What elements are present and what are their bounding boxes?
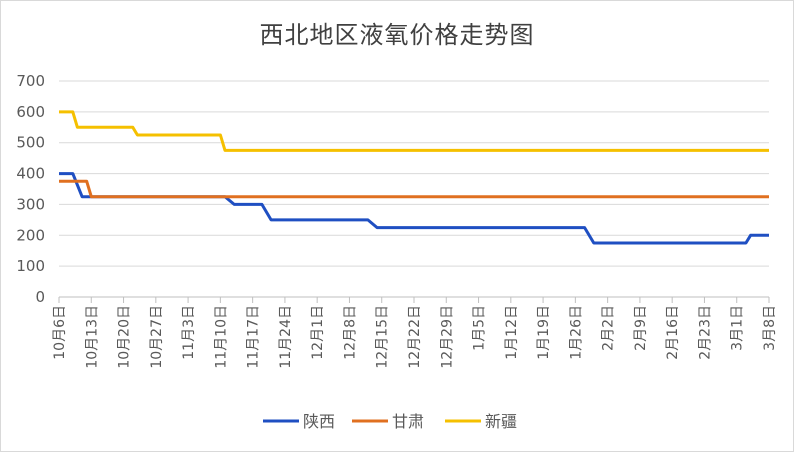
x-tick-label: 1月12日 xyxy=(504,305,520,360)
y-tick-label: 400 xyxy=(16,165,45,183)
x-tick-label: 12月1日 xyxy=(310,305,326,360)
x-tick-label: 1月26日 xyxy=(568,305,584,360)
legend-label: 新疆 xyxy=(485,412,517,431)
x-tick-label: 2月23日 xyxy=(697,305,713,360)
series-line-1 xyxy=(59,172,769,245)
x-tick-label: 12月22日 xyxy=(407,305,423,369)
y-tick-label: 700 xyxy=(16,72,45,90)
x-tick-label: 1月19日 xyxy=(536,305,552,360)
legend-label: 陕西 xyxy=(303,412,335,431)
x-tick-label: 11月24日 xyxy=(278,305,294,369)
x-tick-label: 11月10日 xyxy=(213,305,229,369)
y-tick-label: 100 xyxy=(16,257,45,275)
y-tick-label: 600 xyxy=(16,103,45,121)
x-tick-label: 10月27日 xyxy=(149,305,165,369)
x-tick-label: 2月16日 xyxy=(665,305,681,360)
y-tick-label: 200 xyxy=(16,226,45,244)
x-tick-label: 10月13日 xyxy=(84,305,100,369)
legend-label: 甘肃 xyxy=(392,412,424,431)
x-tick-label: 11月17日 xyxy=(246,305,262,369)
series-line-2 xyxy=(59,179,769,199)
y-tick-label: 300 xyxy=(16,195,45,213)
y-tick-label: 0 xyxy=(35,288,45,306)
x-tick-label: 3月1日 xyxy=(730,305,746,351)
x-tick-label: 12月15日 xyxy=(375,305,391,369)
x-tick-label: 10月20日 xyxy=(117,305,133,369)
x-tick-label: 2月2日 xyxy=(601,305,617,351)
x-tick-label: 10月6日 xyxy=(52,305,68,360)
x-tick-label: 3月8日 xyxy=(762,305,778,351)
chart-title: 西北地区液氧价格走势图 xyxy=(259,21,535,49)
y-tick-label: 500 xyxy=(16,134,45,152)
x-tick-label: 11月3日 xyxy=(181,305,197,360)
x-tick-label: 2月9日 xyxy=(633,305,649,351)
x-tick-label: 1月5日 xyxy=(472,305,488,351)
x-tick-label: 12月8日 xyxy=(342,305,358,360)
x-tick-label: 12月29日 xyxy=(439,305,455,369)
series-line-3 xyxy=(59,110,769,152)
